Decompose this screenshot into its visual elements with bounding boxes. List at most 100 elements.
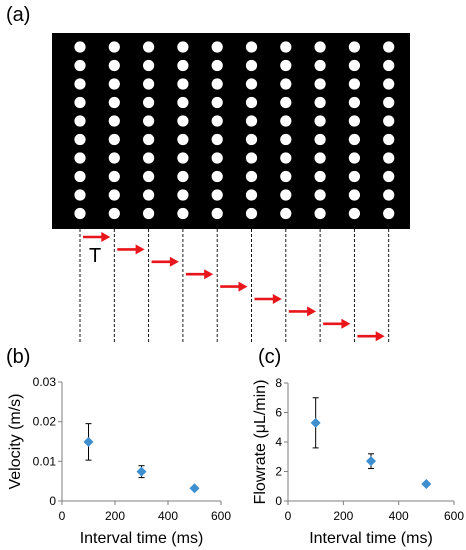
dot: [383, 115, 395, 127]
data-point-diamond: [189, 483, 200, 494]
flowrate-chart: 0 200 400 600 0 2 4 6 8 Interval time (ms) Flowrat…: [253, 376, 464, 547]
dot: [348, 41, 360, 53]
dot: [280, 78, 292, 90]
dot: [245, 41, 258, 53]
dot: [348, 59, 360, 72]
dot: [383, 170, 395, 183]
dot: [143, 133, 155, 146]
data-point-diamond: [366, 456, 376, 467]
y-tick-label: 0.03: [33, 375, 57, 389]
dot: [108, 207, 120, 220]
velocity-chart: 0 200 400 600 0 0.01 0.02 0.03 Interval time (ms…: [7, 375, 231, 547]
dot: [417, 133, 429, 146]
dot: [314, 170, 326, 183]
dot: [280, 152, 292, 164]
y-tick-label: 2: [275, 465, 282, 479]
x-tick-label: 200: [333, 509, 353, 523]
dot: [74, 170, 86, 183]
dot: [245, 115, 258, 127]
dot: [383, 78, 395, 90]
y-axis-label: Velocity (m/s): [7, 393, 24, 489]
dot: [74, 59, 86, 72]
dot: [383, 189, 395, 201]
dot: [177, 170, 189, 183]
dot: [417, 152, 429, 164]
dot: [143, 41, 155, 53]
dot: [211, 41, 223, 53]
dot: [74, 96, 86, 109]
red-arrow-head: [375, 331, 385, 342]
dot: [211, 115, 223, 127]
dot: [177, 96, 189, 109]
dot: [143, 115, 155, 127]
x-axis-label: Interval time (ms): [309, 530, 433, 547]
dot: [211, 189, 223, 201]
panel-label-a: (a): [6, 4, 31, 26]
dot: [314, 96, 326, 109]
dot: [348, 207, 360, 220]
dot: [143, 189, 155, 201]
dot: [177, 41, 189, 53]
dot: [108, 152, 120, 164]
x-tick-label: 600: [211, 509, 231, 523]
dot: [74, 78, 86, 90]
dot: [314, 41, 326, 53]
dot: [177, 78, 189, 90]
dot: [245, 59, 258, 72]
dot: [314, 207, 326, 220]
dot: [245, 189, 258, 201]
dot: [417, 59, 429, 72]
dot: [348, 189, 360, 201]
dot: [108, 59, 120, 72]
arrow-sequence: [83, 232, 385, 342]
dot: [211, 96, 223, 109]
data-point-diamond: [421, 479, 432, 490]
data-point-diamond: [136, 466, 147, 477]
dot: [143, 59, 155, 72]
period-label: T: [89, 245, 101, 267]
dot: [143, 207, 155, 220]
x-tick-label: 0: [285, 509, 292, 523]
red-arrow-head: [204, 269, 214, 280]
data-point-diamond: [83, 436, 94, 447]
red-arrow-head: [135, 244, 145, 255]
dot: [280, 96, 292, 109]
dot: [211, 59, 223, 72]
dot: [177, 207, 189, 220]
panel-label-b: (b): [6, 346, 31, 368]
dot: [280, 115, 292, 127]
dot: [383, 96, 395, 109]
dot: [314, 115, 326, 127]
red-arrow-head: [307, 306, 317, 317]
dot: [314, 78, 326, 90]
y-axis-label: Flowrate (μL/min): [253, 380, 269, 505]
dot: [143, 96, 155, 109]
dot: [348, 133, 360, 146]
y-tick-label: 0: [49, 494, 56, 508]
dot: [74, 133, 86, 146]
dot: [143, 170, 155, 183]
dot: [177, 115, 189, 127]
dot: [177, 189, 189, 201]
dot: [245, 152, 258, 164]
guide-lines: [79, 229, 390, 342]
dot-array: [74, 41, 429, 220]
dot: [348, 170, 360, 183]
dot: [383, 152, 395, 164]
dot: [108, 133, 120, 146]
y-tick-label: 8: [275, 376, 282, 390]
dot: [314, 133, 326, 146]
dot: [280, 170, 292, 183]
dot: [280, 207, 292, 220]
dot: [348, 96, 360, 109]
dot: [211, 207, 223, 220]
dot: [211, 133, 223, 146]
dot: [245, 96, 258, 109]
x-tick-label: 0: [59, 509, 66, 523]
dot: [108, 78, 120, 90]
dot: [383, 207, 395, 220]
dot: [383, 59, 395, 72]
dot: [177, 133, 189, 146]
dot: [245, 207, 258, 220]
red-arrow-head: [101, 232, 111, 242]
